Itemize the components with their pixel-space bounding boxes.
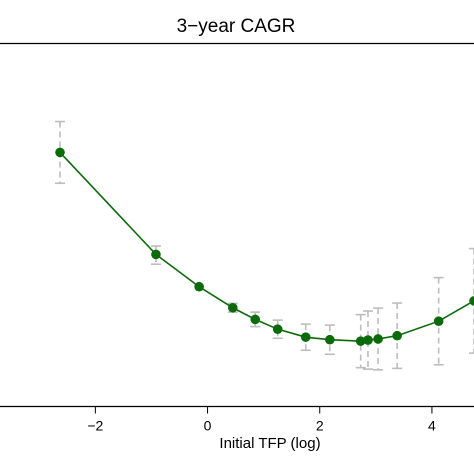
data-point (392, 330, 402, 341)
data-point (194, 281, 204, 292)
chart-title: 3−year CAGR (177, 16, 296, 37)
series-line-group (59, 151, 474, 342)
error-bars (55, 120, 474, 371)
data-point (355, 336, 366, 346)
x-tick-label: −2 (87, 418, 103, 434)
series-line (59, 151, 474, 342)
data-point (363, 335, 373, 345)
data-point (300, 332, 311, 342)
x-tick-label: 2 (316, 418, 324, 434)
data-point (55, 147, 65, 158)
error-bar (362, 310, 373, 370)
data-point (272, 324, 283, 334)
error-bar (250, 311, 261, 328)
x-axis-label: Initial TFP (log) (219, 435, 320, 452)
x-tick-label: 4 (428, 418, 436, 434)
error-bar (355, 313, 366, 369)
data-points (55, 147, 474, 346)
data-point (151, 249, 161, 260)
error-bar (150, 245, 161, 266)
data-point (227, 302, 238, 313)
data-point (433, 316, 444, 326)
x-tick-label: 0 (204, 418, 212, 434)
x-axis: −2 0 2 4 (87, 406, 436, 434)
data-point (469, 296, 474, 306)
error-bar (469, 247, 474, 354)
data-point (250, 314, 261, 325)
data-point (325, 334, 335, 345)
data-point (373, 334, 383, 344)
error-bar (272, 319, 283, 340)
